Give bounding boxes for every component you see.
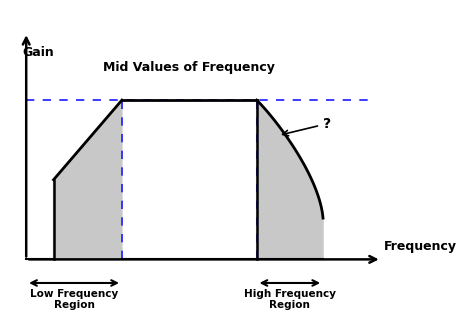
Polygon shape bbox=[257, 100, 323, 259]
Text: Gain: Gain bbox=[22, 46, 54, 59]
Polygon shape bbox=[54, 100, 122, 259]
Text: ?: ? bbox=[282, 117, 331, 136]
Text: Low Frequency
Region: Low Frequency Region bbox=[30, 289, 118, 311]
Text: Frequency: Frequency bbox=[383, 241, 457, 253]
Text: High Frequency
Region: High Frequency Region bbox=[244, 289, 336, 311]
Text: Mid Values of Frequency: Mid Values of Frequency bbox=[103, 61, 275, 74]
